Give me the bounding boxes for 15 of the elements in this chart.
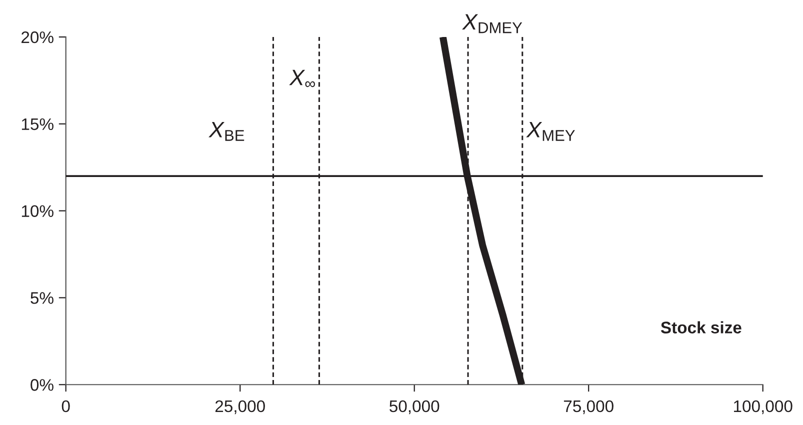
x-axis-title: Stock size — [660, 321, 742, 334]
ref-line-label: X$_{MEY}$ — [526, 122, 575, 141]
x-tick-label: 0 — [62, 400, 70, 412]
x-tick-label: 25,000 — [215, 400, 265, 414]
y-tick-label: 15% — [22, 118, 54, 130]
y-tick-label: 0% — [30, 379, 54, 391]
ref-line-label: X$_{∞}$ — [289, 70, 315, 88]
ref-line-label: X$_{DMEY}$ — [462, 14, 522, 34]
x-tick-label: 75,000 — [564, 400, 614, 414]
y-tick-label: 5% — [30, 292, 54, 304]
x-tick-label: 50,000 — [390, 400, 440, 414]
ref-line-label: X$_{BE}$ — [208, 122, 244, 141]
x-tick-label: 100,000 — [734, 400, 792, 414]
y-tick-label: 20% — [22, 31, 54, 44]
y-tick-label: 10% — [22, 205, 54, 218]
